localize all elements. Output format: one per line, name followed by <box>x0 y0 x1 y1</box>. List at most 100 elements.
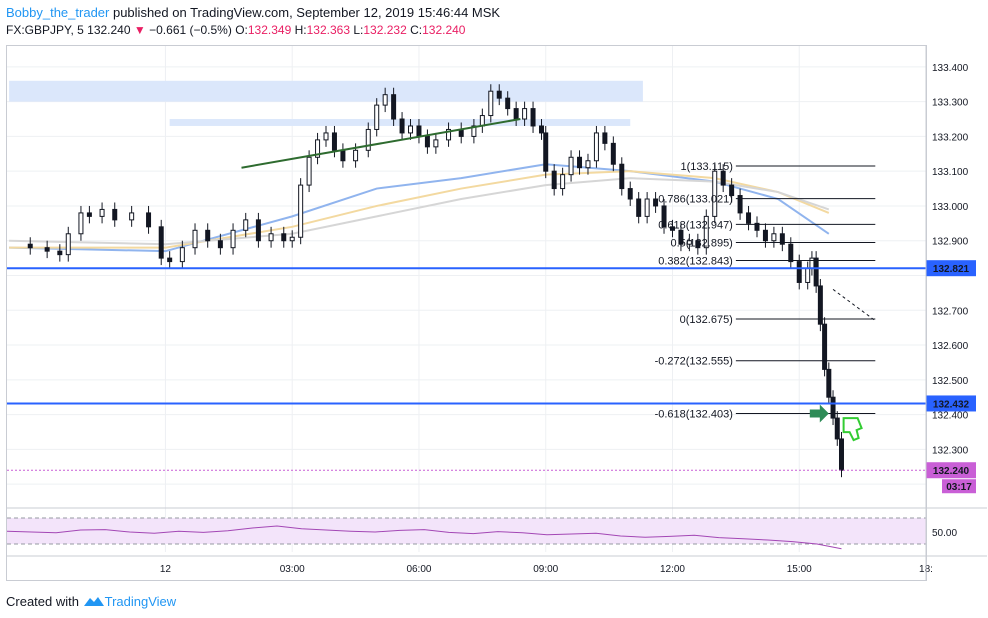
candle-body <box>306 156 312 186</box>
candle-body <box>146 212 152 228</box>
candle-body <box>298 184 304 238</box>
high-label: H: <box>294 23 307 37</box>
open-value: 132.349 <box>247 23 292 37</box>
candle-body <box>365 128 371 151</box>
candle-body <box>281 233 287 242</box>
candle-body <box>746 212 752 224</box>
y-axis-tick-label: 132.300 <box>932 445 969 456</box>
candle-body <box>340 149 346 162</box>
author-link[interactable]: Bobby_the_trader <box>6 5 110 20</box>
candle-body <box>720 170 726 186</box>
resistance-zone <box>9 80 643 102</box>
moving-average-line <box>9 170 830 249</box>
candle-body <box>167 257 173 263</box>
x-axis-tick-label: 12:00 <box>660 564 685 575</box>
fib-level-label: 0.382(132.843) <box>658 256 733 268</box>
candle-body <box>129 212 135 221</box>
countdown-label: 03:17 <box>946 482 972 493</box>
x-axis-tick-label: 09:00 <box>533 564 558 575</box>
publish-info: published on TradingView.com, September … <box>109 5 501 20</box>
candle-body <box>505 97 511 110</box>
fib-level-label: -0.618(132.403) <box>655 409 733 421</box>
candle-body <box>627 188 633 200</box>
candle-body <box>99 208 105 217</box>
candle-body <box>644 198 650 217</box>
symbol-label[interactable]: FX:GBPJPY, 5 <box>6 23 84 37</box>
fib-level-label: 0(132.675) <box>680 314 733 326</box>
y-axis-tick-label: 132.500 <box>932 376 969 387</box>
moving-average-line <box>9 163 830 253</box>
candle-body <box>27 243 33 249</box>
tradingview-link[interactable]: TradingView <box>104 594 177 609</box>
candle-body <box>636 198 642 217</box>
rsi-band <box>7 518 926 544</box>
symbol-info-line: FX:GBPJPY, 5 132.240 ▼ −0.661 (−0.5%) O:… <box>6 22 465 38</box>
y-axis-tick-label: 133.100 <box>932 167 969 178</box>
candle-body <box>737 195 743 214</box>
candle-body <box>65 233 71 256</box>
candle-body <box>78 212 84 235</box>
y-axis-tick-label: 132.700 <box>932 306 969 317</box>
x-axis-tick-label: 15:00 <box>787 564 812 575</box>
tradingview-logo-icon[interactable] <box>83 595 105 607</box>
candle-body <box>471 125 477 137</box>
candle-body <box>602 132 608 144</box>
candle-body <box>809 257 815 270</box>
rsi-axis-label: 50.00 <box>932 528 957 539</box>
fib-level-label: 0.5(132.895) <box>670 237 732 249</box>
rsi-line <box>6 525 842 550</box>
candle-body <box>374 104 380 130</box>
support-price-label: 132.432 <box>933 399 970 410</box>
close-value: 132.240 <box>422 23 466 37</box>
y-axis-tick-label: 133.000 <box>932 202 969 213</box>
candle-body <box>661 205 667 228</box>
candle-body <box>826 368 832 398</box>
support-price-tag <box>926 395 976 412</box>
candle-body <box>44 247 50 252</box>
last-price-label: 132.240 <box>933 466 970 477</box>
candle-body <box>762 229 768 242</box>
fib-level-label: -0.272(132.555) <box>655 356 733 368</box>
candle-body <box>593 132 599 162</box>
footer: Created with TradingView <box>6 593 176 610</box>
candle-body <box>779 233 785 245</box>
candle-body <box>712 170 718 217</box>
candle-body <box>217 240 223 249</box>
candle-body <box>488 90 494 117</box>
y-axis-tick-label: 132.900 <box>932 237 969 248</box>
created-with-label: Created with <box>6 594 79 609</box>
support-price-label: 132.821 <box>933 264 970 275</box>
candle-body <box>179 247 185 263</box>
candle-body <box>695 240 701 249</box>
candle-body <box>805 268 811 283</box>
countdown-tag <box>942 479 976 494</box>
candle-body <box>230 229 236 249</box>
open-label: O: <box>235 23 248 37</box>
candle-body <box>610 142 616 165</box>
candle-body <box>653 198 659 207</box>
candle-body <box>822 323 828 370</box>
candle-body <box>522 108 528 120</box>
fib-level-label: 1(133.115) <box>680 161 732 173</box>
candle-body <box>703 215 709 249</box>
candle-body <box>86 212 92 217</box>
candle-body <box>243 219 249 231</box>
candle-body <box>424 135 430 148</box>
candle-body <box>382 94 388 106</box>
fib-level-label: 0.618(132.947) <box>658 219 733 231</box>
candle-body <box>619 163 625 190</box>
candle-body <box>446 128 452 141</box>
candle-body <box>838 438 844 471</box>
candle-body <box>391 94 397 120</box>
x-axis-tick-label: 06:00 <box>406 564 431 575</box>
candle-body <box>771 233 777 242</box>
support-price-tag <box>926 260 976 277</box>
candle-body <box>192 229 198 249</box>
candle-body <box>496 90 502 99</box>
x-axis-tick-label: 03:00 <box>280 564 305 575</box>
candle-body <box>315 139 321 158</box>
candle-body <box>112 208 118 221</box>
candle-body <box>830 396 836 419</box>
y-axis-tick-label: 132.400 <box>932 411 969 422</box>
